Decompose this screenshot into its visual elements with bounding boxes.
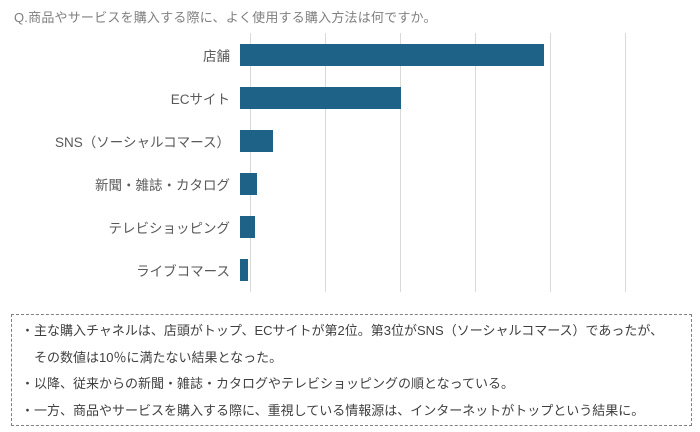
summary-line: その数値は10％に満たない結果となった。 <box>21 349 283 365</box>
chart-row: SNS（ソーシャルコマース） <box>0 119 700 162</box>
chart-rows: 店舗 ECサイト SNS（ソーシャルコマース） 新聞・雑誌・カタログテレビショッピング… <box>0 33 700 292</box>
gridline <box>400 33 401 292</box>
bar-track <box>240 129 616 152</box>
category-label: 新聞・雑誌・カタログ <box>95 178 230 194</box>
chart-row: 新聞・雑誌・カタログ <box>0 163 700 206</box>
horizontal-bar-chart: 店舗 ECサイト SNS（ソーシャルコマース） 新聞・雑誌・カタログテレビショッピング… <box>0 33 700 292</box>
bar <box>240 86 402 109</box>
bar <box>240 216 255 239</box>
value-axis-line <box>250 33 251 292</box>
bar-track <box>240 259 616 282</box>
chart-row: ライブコマース <box>0 249 700 292</box>
bar <box>240 129 273 152</box>
bar-track <box>240 43 616 66</box>
gridline <box>475 33 476 292</box>
chart-gridlines <box>250 33 626 292</box>
bar <box>240 173 257 196</box>
category-label: テレビショッピング <box>108 221 231 237</box>
summary-line: ・以降、従来からの新聞・雑誌・カタログやテレビショッピングの順となっている。 <box>21 376 514 391</box>
bar <box>240 43 544 66</box>
chart-row: ECサイト <box>0 76 700 119</box>
gridline <box>625 33 626 292</box>
category-label: 店舗 <box>203 48 230 64</box>
summary-box: ・主な購入チャネルは、店頭がトップ、ECサイトが第2位。第3位がSNS（ソーシャ… <box>11 314 692 426</box>
chart-row: 店舗 <box>0 33 700 76</box>
bar-track <box>240 173 616 196</box>
chart-row: テレビショッピング <box>0 206 700 249</box>
question-title: Q.商品やサービスを購入する際に、よく使用する購入方法は何ですか。 <box>14 10 437 25</box>
category-label: ライブコマース <box>136 264 230 280</box>
summary-line: ・一方、商品やサービスを購入する際に、重視している情報源は、インターネットがトッ… <box>21 402 645 418</box>
summary-lines: ・主な購入チャネルは、店頭がトップ、ECサイトが第2位。第3位がSNS（ソーシャ… <box>21 318 682 424</box>
category-label: ECサイト <box>170 91 230 107</box>
summary-line: ・主な購入チャネルは、店頭がトップ、ECサイトが第2位。第3位がSNS（ソーシャ… <box>21 323 664 338</box>
bar <box>240 259 248 282</box>
gridline <box>325 33 326 292</box>
bar-track <box>240 216 616 239</box>
gridline <box>550 33 551 292</box>
category-label: SNS（ソーシャルコマース） <box>54 134 230 150</box>
bar-track <box>240 86 616 109</box>
